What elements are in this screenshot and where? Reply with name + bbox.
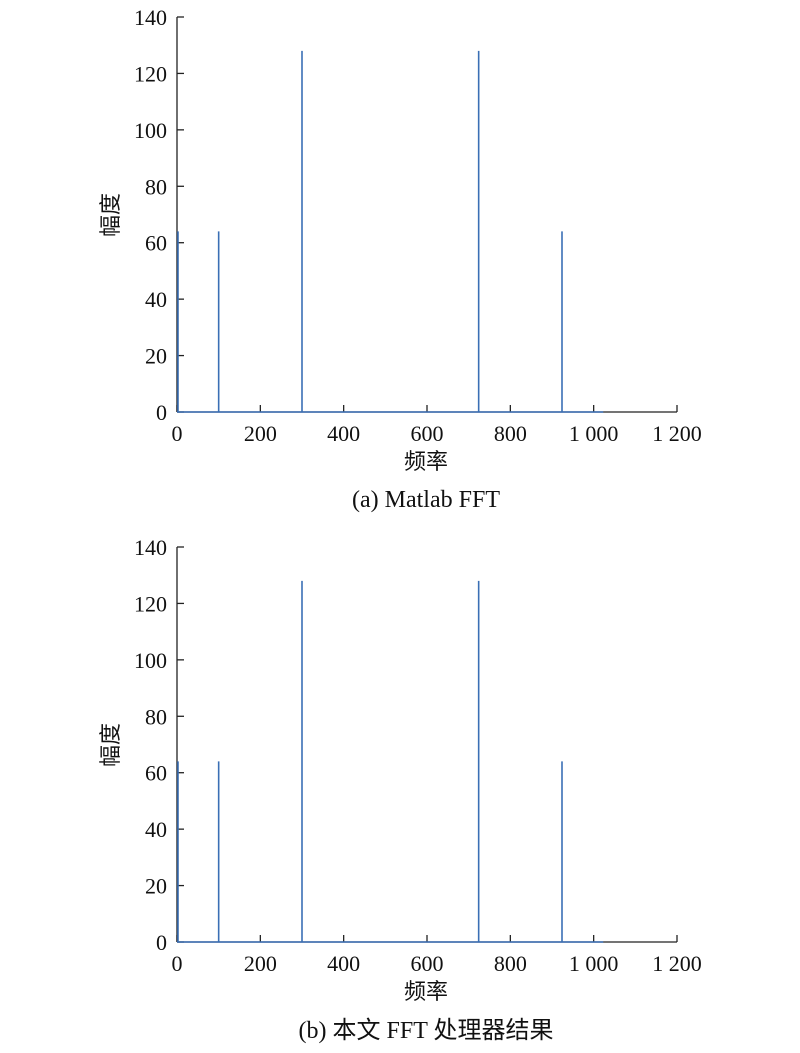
- y-tick-label: 80: [145, 704, 167, 729]
- y-tick-label: 100: [134, 648, 167, 673]
- y-tick-label: 100: [134, 118, 167, 143]
- x-tick-label: 1 200: [652, 951, 702, 976]
- x-tick-label: 200: [244, 951, 277, 976]
- y-tick-label: 40: [145, 287, 167, 312]
- x-tick-label: 600: [411, 421, 444, 446]
- y-tick-label: 20: [145, 344, 167, 369]
- chart-caption: (b) 本文 FFT 处理器结果: [299, 1017, 554, 1044]
- y-tick-label: 80: [145, 174, 167, 199]
- x-tick-label: 600: [411, 951, 444, 976]
- x-axis-label: 频率: [404, 450, 448, 475]
- x-tick-label: 1 000: [569, 951, 619, 976]
- x-tick-label: 1 200: [652, 421, 702, 446]
- x-tick-label: 800: [494, 421, 527, 446]
- y-tick-label: 140: [134, 5, 167, 30]
- y-tick-label: 140: [134, 535, 167, 560]
- chart-caption: (a) Matlab FFT: [352, 487, 500, 513]
- y-tick-label: 40: [145, 817, 167, 842]
- chart-panel-b: 幅度 频率 (b) 本文 FFT 处理器结果 0 20 40 60 80 100 120 14…: [99, 535, 702, 1044]
- y-axis-label: 幅度: [99, 193, 124, 237]
- x-tick-label: 0: [172, 951, 183, 976]
- x-tick-label: 1 000: [569, 421, 619, 446]
- y-tick-label: 20: [145, 874, 167, 899]
- x-tick-label: 400: [327, 421, 360, 446]
- y-tick-label: 60: [145, 761, 167, 786]
- y-tick-label: 120: [134, 591, 167, 616]
- y-tick-label: 60: [145, 231, 167, 256]
- x-axis-label: 频率: [404, 980, 448, 1005]
- x-tick-label: 800: [494, 951, 527, 976]
- x-tick-label: 400: [327, 951, 360, 976]
- x-tick-label: 0: [172, 421, 183, 446]
- y-tick-label: 0: [156, 400, 167, 425]
- chart-panel-a: 幅度 频率 (a) Matlab FFT 0 20 40 60 80 100 120 140 0…: [99, 5, 702, 513]
- y-axis-label: 幅度: [99, 723, 124, 767]
- y-tick-label: 120: [134, 61, 167, 86]
- y-tick-label: 0: [156, 930, 167, 955]
- x-tick-label: 200: [244, 421, 277, 446]
